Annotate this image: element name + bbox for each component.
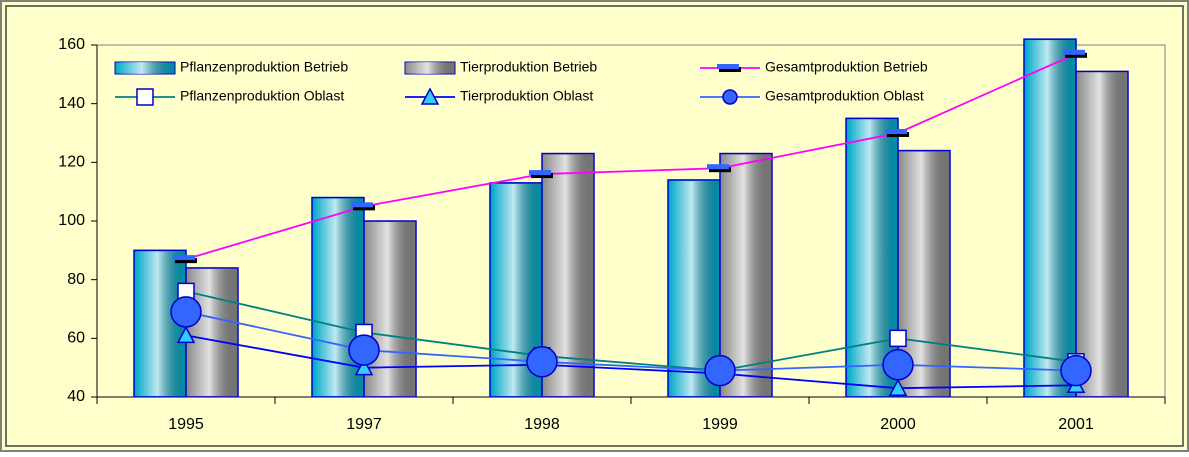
legend-label: Pflanzenproduktion Betrieb: [180, 59, 348, 75]
y-tick-label: 140: [58, 95, 85, 112]
y-tick-label: 80: [67, 271, 85, 288]
plot-area: [96, 44, 1166, 398]
marker: [885, 129, 907, 134]
marker: [173, 255, 195, 261]
line: [185, 334, 1077, 390]
marker-shadow: [887, 132, 909, 137]
bar-shine: [847, 119, 897, 396]
marker: [170, 296, 202, 328]
marker: [717, 64, 739, 69]
legend-shine: [115, 62, 175, 74]
legend-shine: [405, 62, 455, 74]
legend-label: Gesamtproduktion Betrieb: [765, 59, 928, 75]
marker: [882, 348, 914, 381]
y-tick-label: 40: [67, 388, 85, 405]
bar-shine: [1077, 72, 1127, 397]
marker: [707, 164, 729, 170]
y-tick-label: 100: [58, 212, 85, 229]
marker-shadow: [353, 205, 375, 211]
marker: [529, 170, 551, 176]
marker: [1060, 354, 1092, 387]
legend-label: Tierproduktion Betrieb: [460, 59, 597, 75]
bar-shine: [1025, 40, 1075, 397]
legend-label: Gesamtproduktion Oblast: [765, 88, 924, 104]
marker: [351, 202, 373, 208]
y-tick-label: 120: [58, 154, 85, 171]
line: [185, 290, 1077, 372]
marker: [176, 325, 196, 344]
bar-shine: [721, 154, 771, 396]
marker-shadow: [709, 167, 731, 173]
x-tick-label: 1999: [702, 416, 738, 433]
line: [185, 52, 1077, 260]
marker: [420, 87, 440, 105]
marker: [1063, 49, 1085, 55]
marker: [348, 334, 380, 366]
line: [185, 311, 1077, 372]
marker-shadow: [1065, 52, 1087, 58]
marker: [722, 89, 738, 105]
bar-shine: [365, 222, 415, 396]
legend-label: Pflanzenproduktion Oblast: [180, 88, 344, 104]
marker: [889, 329, 907, 348]
legend-label: Tierproduktion Oblast: [460, 88, 593, 104]
marker: [136, 88, 154, 106]
x-tick-label: 2000: [880, 416, 916, 433]
x-tick-label: 1997: [346, 416, 382, 433]
marker: [888, 378, 908, 396]
y-tick-label: 160: [58, 36, 85, 53]
marker: [526, 346, 558, 378]
marker-shadow: [719, 67, 741, 72]
x-tick-label: 2001: [1058, 416, 1094, 433]
x-tick-label: 1998: [524, 416, 560, 433]
bar-shine: [187, 268, 237, 396]
marker: [354, 358, 374, 376]
marker-shadow: [531, 173, 553, 179]
marker-shadow: [175, 258, 197, 264]
x-tick-label: 1995: [168, 416, 204, 433]
y-tick-label: 60: [67, 330, 85, 347]
marker: [704, 354, 736, 387]
